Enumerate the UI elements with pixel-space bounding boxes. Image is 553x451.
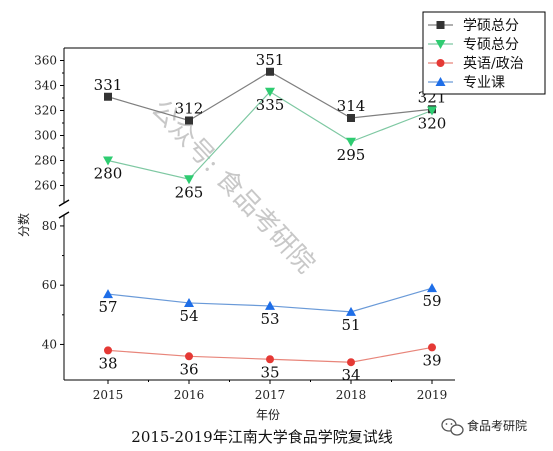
y-upper-tick-label: 320 (34, 104, 57, 118)
watermark: 公众号: 食品考研院 (145, 94, 320, 279)
y-lower-tick-label: 40 (42, 337, 57, 351)
series-1-point (346, 137, 356, 147)
x-tick-label: 2019 (417, 388, 448, 402)
y-axis-title: 分数 (16, 213, 31, 237)
series-3-point (265, 300, 275, 310)
legend-box (422, 11, 546, 95)
series-0-data-label: 351 (256, 51, 285, 69)
y-upper-tick-label: 340 (34, 79, 57, 93)
brand-badge: 食品考研院 (441, 418, 527, 436)
x-tick-label: 2018 (336, 388, 367, 402)
legend-entry-label: 学硕总分 (463, 18, 519, 34)
series-3-data-label: 51 (341, 316, 360, 334)
series-1-data-label: 280 (94, 165, 123, 183)
series-3-point (427, 283, 437, 293)
series-3-data-label: 54 (179, 307, 198, 325)
brand-label: 食品考研院 (467, 418, 527, 433)
x-axis-title: 年份 (256, 408, 280, 422)
series-3-data-label: 59 (422, 292, 441, 310)
series-1-data-label: 320 (418, 115, 447, 133)
series-0-point (104, 92, 112, 101)
series-markers (103, 67, 437, 367)
series-0-point (185, 116, 193, 125)
series-1-data-label: 265 (175, 183, 204, 201)
series-3-point (184, 297, 194, 307)
series-1-point (103, 156, 113, 166)
legend-marker (435, 40, 446, 49)
y-upper-tick-label: 280 (34, 154, 57, 168)
series-3-data-label: 53 (260, 310, 279, 328)
series-2-data-label: 34 (341, 366, 360, 384)
axis-break-mark (58, 211, 70, 219)
series-0-data-label: 312 (175, 100, 204, 118)
y-lower-tick-label: 80 (42, 219, 57, 233)
series-3-data-label: 57 (98, 298, 117, 316)
series-0-point (347, 114, 355, 122)
axes: 260 280 300 320 340 360 40 60 80 2015 2016 2017 2018… (34, 47, 455, 402)
y-upper-tick-label: 360 (34, 54, 57, 68)
series-2-data-label: 36 (179, 360, 198, 378)
series-1-data-label: 295 (337, 146, 366, 164)
wechat-logo-icon (441, 418, 464, 436)
series-2-point (347, 358, 355, 367)
series-1-point (265, 87, 275, 97)
legend-marker (436, 21, 445, 29)
series-1-point (184, 175, 194, 185)
series-3-point (346, 306, 356, 316)
series-1-point (427, 106, 437, 116)
axis-break-mark (58, 199, 70, 207)
series-0-data-label: 314 (337, 97, 366, 115)
series-2-point (266, 355, 274, 364)
y-lower-tick-label: 60 (42, 278, 57, 292)
series-0-data-label: 331 (94, 76, 123, 94)
series-2-point (185, 352, 193, 361)
series-2-data-label: 38 (98, 354, 117, 372)
x-tick-label: 2016 (174, 388, 205, 402)
legend-entry-label: 专硕总分 (463, 37, 519, 53)
legend-entry-label: 专业课 (463, 75, 505, 91)
y-upper-tick-label: 260 (34, 179, 57, 193)
series-1-data-label: 335 (256, 96, 285, 114)
series-2-data-label: 39 (422, 351, 441, 369)
legend-marker (435, 77, 446, 86)
series-0-point (266, 67, 274, 76)
x-tick-label: 2017 (255, 388, 286, 402)
y-upper-tick-label: 300 (34, 129, 57, 143)
series-2-data-label: 35 (260, 363, 279, 381)
legend-entry-label: 英语/政治 (463, 55, 524, 72)
chart-title: 2015-2019年江南大学食品学院复试线 (131, 428, 392, 446)
legend-marker (436, 59, 445, 67)
series-3-point (103, 289, 113, 299)
series-2-point (104, 346, 112, 355)
series-2-point (428, 343, 436, 352)
x-tick-label: 2015 (93, 388, 124, 402)
